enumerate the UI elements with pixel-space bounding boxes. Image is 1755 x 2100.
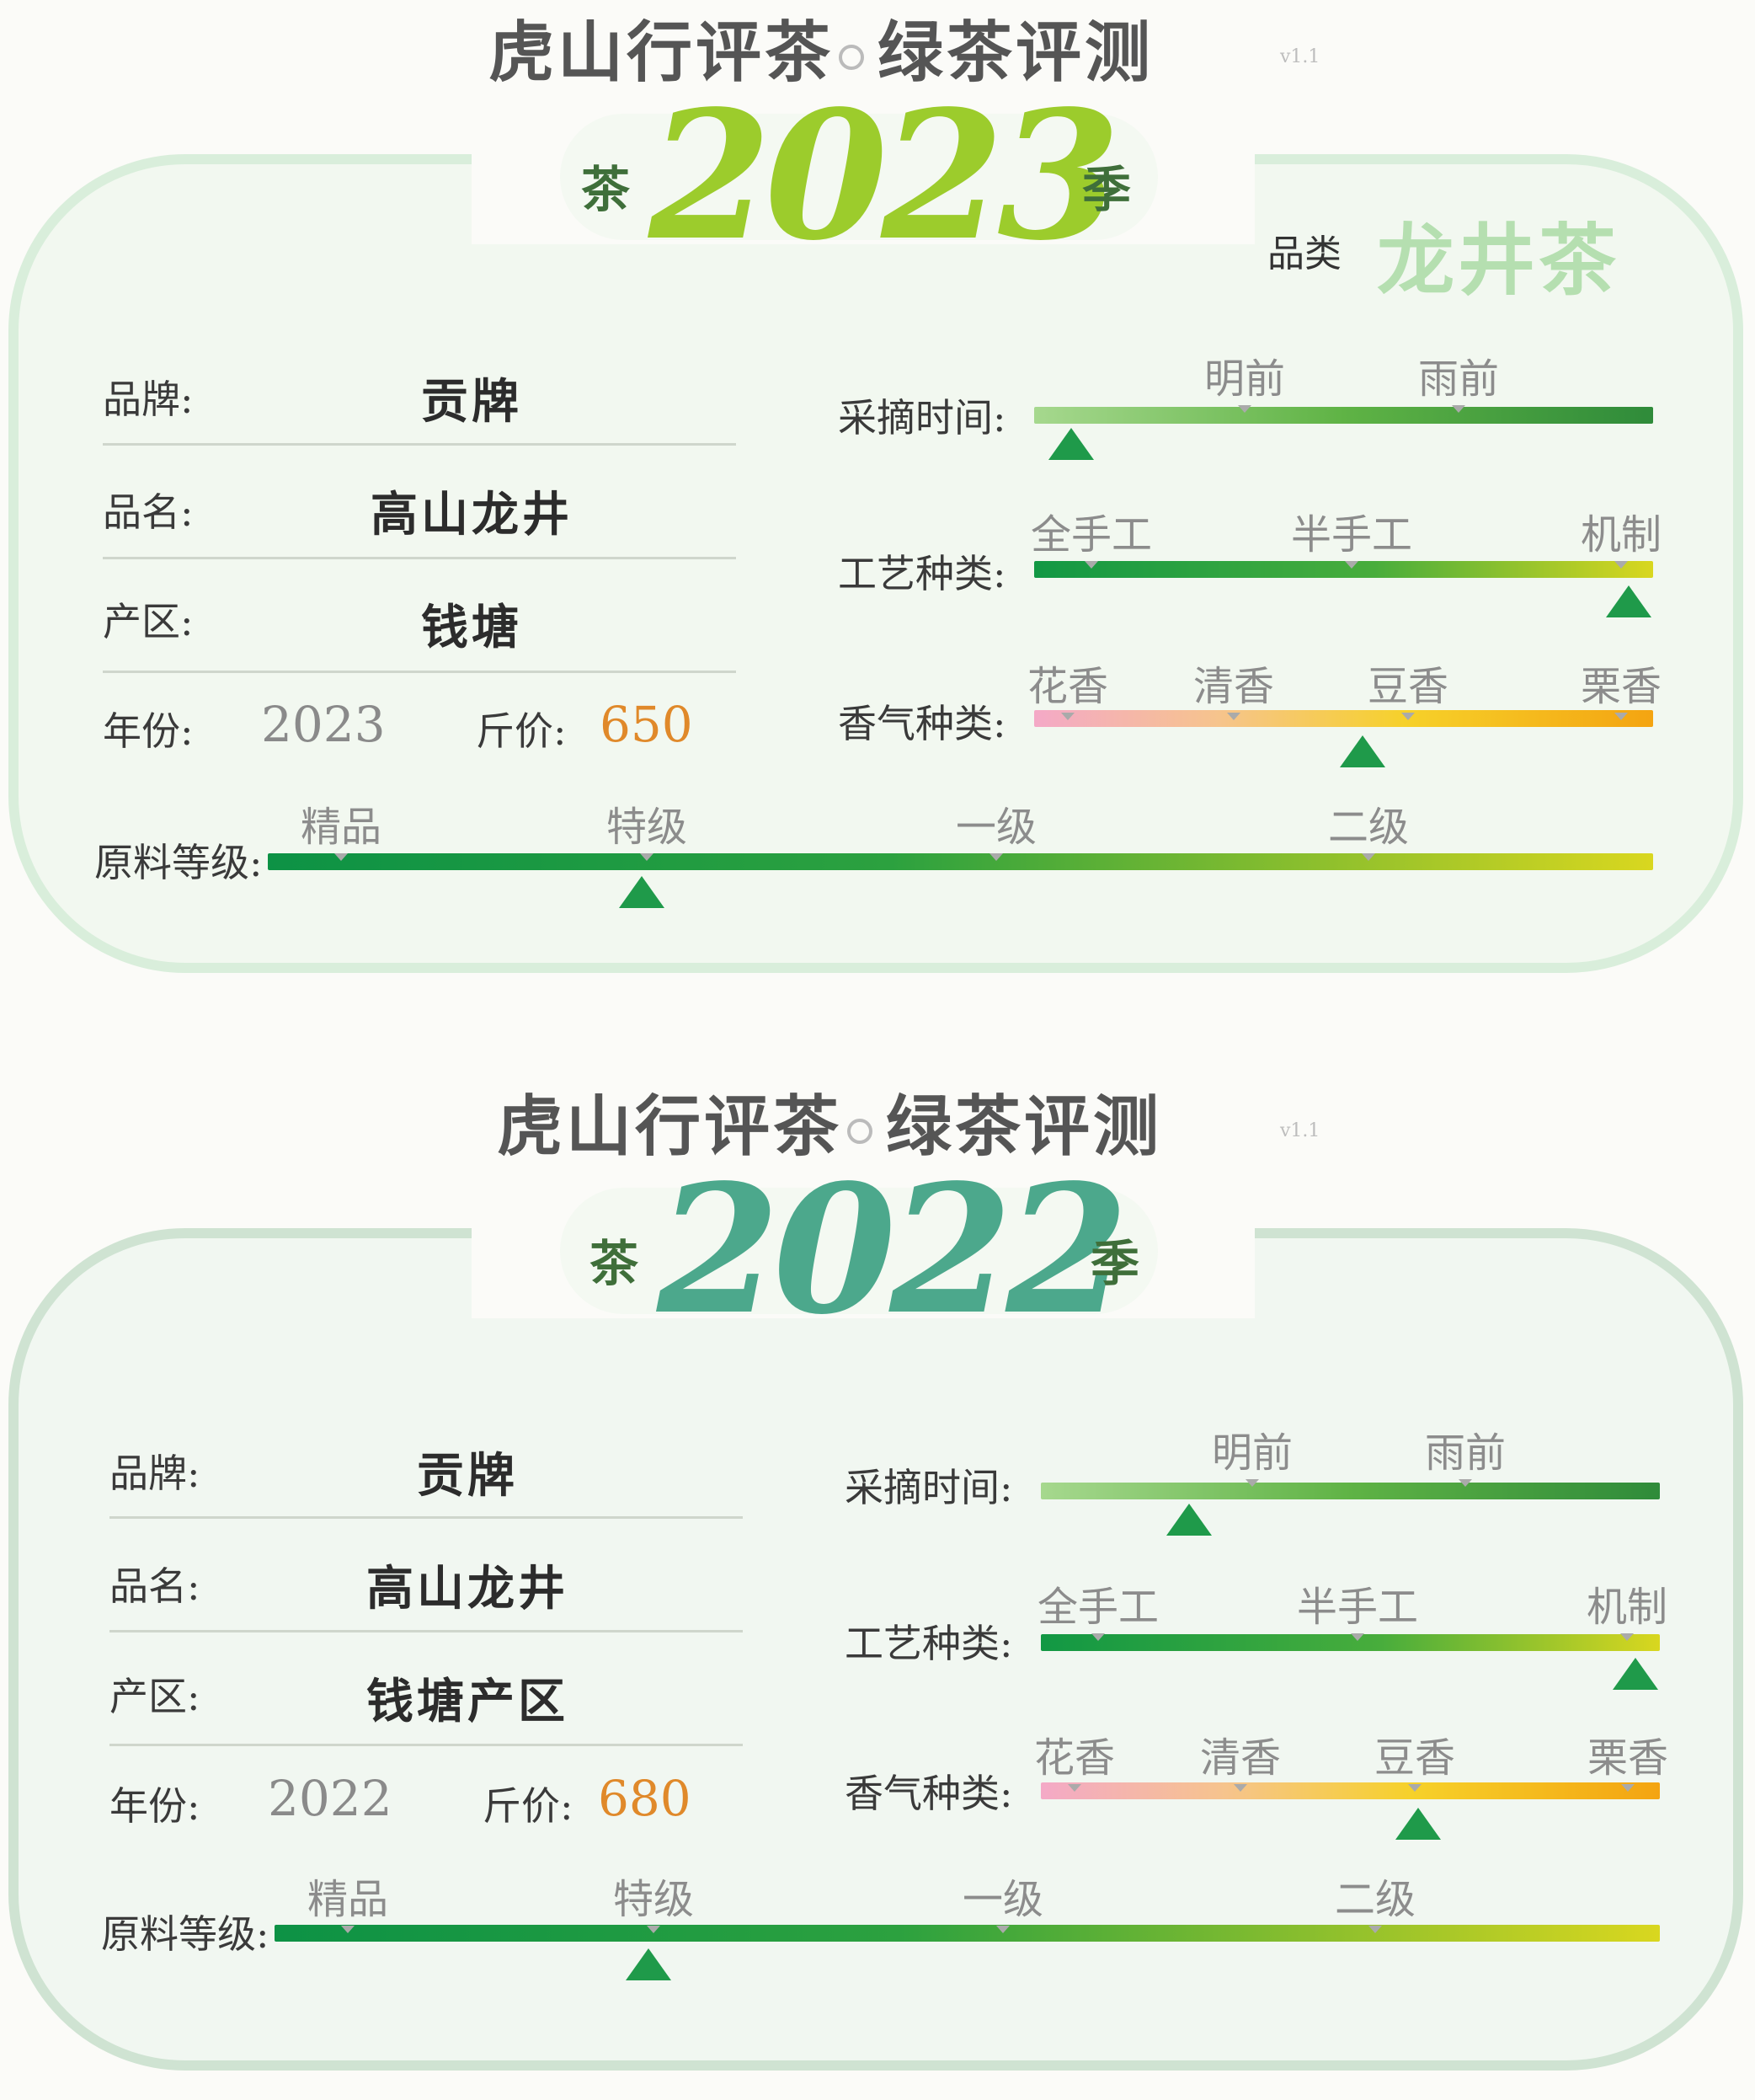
page-title: 虎山行评茶 绿茶评测: [488, 0, 1154, 91]
aroma-tick: 花香: [1034, 1724, 1115, 1792]
brand-title: 虎山行评茶: [488, 15, 835, 91]
aroma-tick: 豆香: [1368, 653, 1448, 720]
grade-tick: 特级: [606, 794, 687, 861]
category-value: 龙井茶: [1377, 216, 1620, 306]
grade-tick: 一级: [956, 794, 1037, 861]
aroma-scale: [1041, 1782, 1660, 1799]
tea-review-card-2023: 虎山行评茶 绿茶评测 v1.1 茶 2023 季 品类 龙井茶 品牌: 贡牌 品名…: [0, 0, 1755, 1026]
pick-tick: 雨前: [1425, 1419, 1506, 1487]
grade-scale: [268, 853, 1653, 870]
origin-value: 钱塘产区: [366, 1675, 568, 1729]
craft-tick: 半手工: [1297, 1574, 1418, 1641]
divider: [109, 1744, 743, 1746]
divider: [103, 671, 736, 673]
pick-time-marker: [1048, 428, 1095, 460]
year-value: 2023: [261, 696, 386, 753]
origin-label: 产区:: [109, 1674, 200, 1719]
aroma-tick: 栗香: [1581, 653, 1662, 720]
price-label: 斤价:: [483, 1783, 573, 1829]
aroma-marker: [1339, 735, 1385, 767]
price-value: 650: [600, 696, 693, 753]
craft-tick: 全手工: [1038, 1574, 1159, 1641]
name-label: 品名:: [103, 489, 194, 535]
grade-label: 原料等级:: [94, 840, 263, 885]
name-value: 高山龙井: [371, 488, 573, 542]
pick-tick: 明前: [1212, 1419, 1293, 1487]
aroma-tick: 栗香: [1587, 1724, 1668, 1792]
divider: [109, 1516, 743, 1519]
brand-value: 贡牌: [421, 375, 522, 430]
aroma-tick: 清香: [1200, 1724, 1281, 1792]
craft-tick: 机制: [1587, 1574, 1667, 1641]
circle-icon: [847, 1118, 873, 1144]
craft-scale: [1041, 1634, 1660, 1651]
brand-label: 品牌:: [109, 1451, 200, 1496]
name-value: 高山龙井: [366, 1562, 568, 1616]
category-label: 品类: [1267, 232, 1342, 275]
brand-value: 贡牌: [417, 1449, 518, 1504]
year-label: 年份:: [109, 1783, 200, 1829]
price-value: 680: [598, 1770, 691, 1827]
price-label: 斤价:: [476, 708, 567, 754]
grade-tick: 一级: [963, 1866, 1043, 1933]
brand-label: 品牌:: [103, 377, 194, 422]
aroma-scale: [1034, 710, 1653, 727]
version-label: v1.1: [1280, 1120, 1320, 1141]
season-badge: [560, 114, 1158, 240]
grade-tick: 二级: [1335, 1866, 1416, 1933]
season-year: 2023: [648, 72, 1120, 280]
season-right: 季: [1091, 1235, 1140, 1292]
divider: [103, 557, 736, 559]
year-label: 年份:: [103, 708, 194, 754]
grade-tick: 二级: [1328, 794, 1409, 861]
review-title: 绿茶评测: [878, 15, 1155, 91]
tea-review-card-2022: 虎山行评茶 绿茶评测 v1.1 茶 2022 季 品牌: 贡牌 品名: 高山龙井 …: [0, 1074, 1755, 2100]
season-right: 季: [1082, 161, 1132, 218]
aroma-label: 香气种类:: [845, 1771, 1013, 1816]
grade-marker: [626, 1948, 672, 1980]
divider: [109, 1630, 743, 1632]
craft-marker: [1605, 585, 1651, 617]
grade-scale: [275, 1925, 1660, 1942]
pick-time-label: 采摘时间:: [845, 1465, 1013, 1510]
name-label: 品名:: [109, 1563, 200, 1609]
pick-time-label: 采摘时间:: [838, 395, 1006, 441]
craft-tick: 机制: [1581, 501, 1662, 569]
craft-tick: 半手工: [1291, 501, 1412, 569]
craft-label: 工艺种类:: [838, 551, 1006, 596]
aroma-label: 香气种类:: [838, 701, 1006, 746]
grade-label: 原料等级:: [101, 1911, 269, 1957]
divider: [103, 443, 736, 446]
pick-time-scale: [1034, 407, 1653, 424]
version-label: v1.1: [1280, 46, 1320, 67]
pick-time-scale: [1041, 1483, 1660, 1499]
year-value: 2022: [268, 1770, 392, 1827]
grade-tick: 特级: [613, 1866, 694, 1933]
pick-tick: 明前: [1204, 345, 1285, 413]
season-left: 茶: [589, 1235, 639, 1292]
pick-time-marker: [1166, 1504, 1213, 1536]
origin-label: 产区:: [103, 599, 194, 644]
season-year: 2022: [657, 1146, 1128, 1354]
season-left: 茶: [581, 161, 631, 218]
pick-tick: 雨前: [1418, 345, 1499, 413]
craft-tick: 全手工: [1031, 501, 1152, 569]
grade-marker: [619, 876, 665, 908]
page-title: 虎山行评茶 绿茶评测: [497, 1074, 1162, 1165]
craft-label: 工艺种类:: [845, 1621, 1013, 1666]
aroma-marker: [1395, 1808, 1442, 1840]
circle-icon: [839, 44, 865, 70]
aroma-tick: 豆香: [1374, 1724, 1455, 1792]
review-title: 绿茶评测: [886, 1089, 1163, 1165]
craft-marker: [1612, 1658, 1658, 1690]
grade-tick: 精品: [301, 794, 381, 861]
brand-title: 虎山行评茶: [497, 1089, 843, 1165]
craft-scale: [1034, 561, 1653, 578]
aroma-tick: 花香: [1027, 653, 1108, 720]
season-badge: [560, 1188, 1158, 1314]
aroma-tick: 清香: [1193, 653, 1274, 720]
grade-tick: 精品: [307, 1866, 388, 1933]
origin-value: 钱塘: [421, 601, 522, 655]
